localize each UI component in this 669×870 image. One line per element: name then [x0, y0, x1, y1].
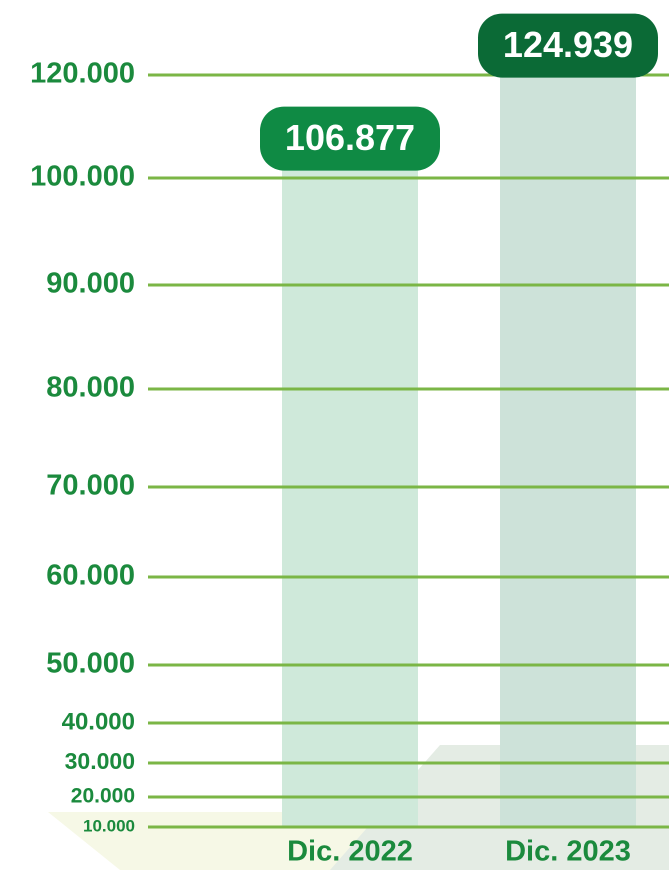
value-label: 106.877 — [285, 117, 415, 158]
x-tick-label: Dic. 2023 — [505, 836, 631, 868]
bar — [282, 142, 418, 828]
y-tick-label: 70.000 — [46, 470, 135, 502]
grid — [148, 73, 669, 829]
value-label-pill — [260, 106, 440, 171]
y-tick-label: 80.000 — [46, 372, 135, 404]
value-label-pill — [478, 13, 658, 78]
y-tick-label: 100.000 — [30, 161, 135, 193]
y-tick-label: 120.000 — [30, 58, 135, 90]
y-tick-label: 10.000 — [83, 816, 135, 835]
y-tick-label: 90.000 — [46, 268, 135, 300]
y-tick-label: 60.000 — [46, 560, 135, 592]
value-label: 124.939 — [503, 24, 633, 65]
y-tick-label: 20.000 — [71, 785, 135, 808]
y-tick-label: 50.000 — [46, 648, 135, 680]
bar — [500, 49, 636, 828]
y-tick-label: 30.000 — [65, 748, 135, 774]
labels: 10.000 20.000 30.000 40.000 50.000 60.000 70.0… — [30, 13, 658, 868]
y-tick-label: 40.000 — [62, 708, 135, 735]
x-tick-label: Dic. 2022 — [287, 836, 413, 868]
